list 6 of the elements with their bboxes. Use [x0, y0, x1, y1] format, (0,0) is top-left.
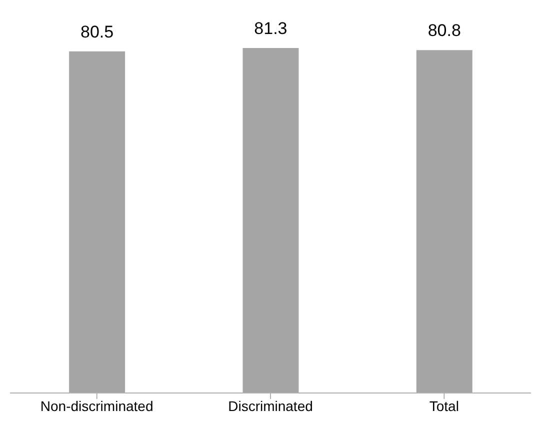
x-tick-label: Discriminated — [228, 398, 313, 414]
x-tick-label: Total — [429, 398, 459, 414]
x-tick-label: Non-discriminated — [40, 398, 154, 414]
data-label: 81.3 — [254, 19, 288, 38]
data-label: 80.8 — [428, 21, 461, 40]
data-label: 80.5 — [80, 22, 114, 42]
